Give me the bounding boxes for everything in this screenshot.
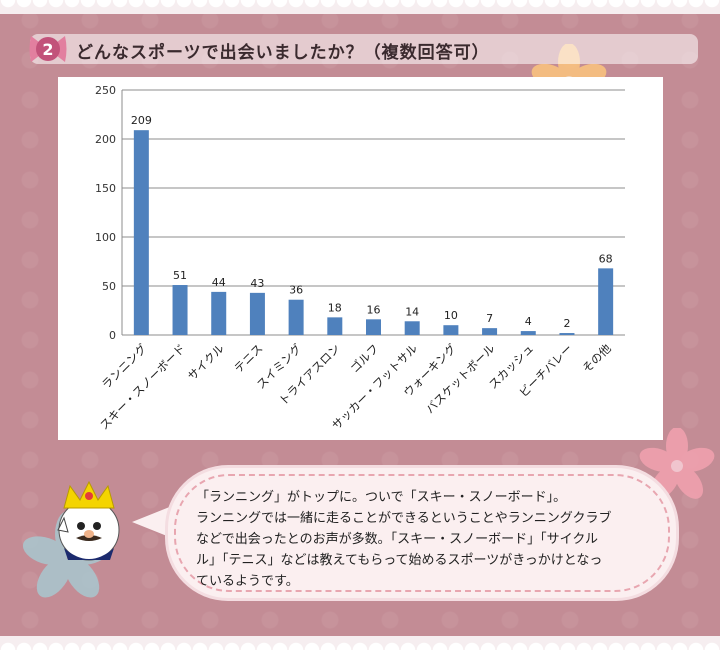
- speech-bubble: [168, 468, 676, 598]
- data-label: 16: [367, 303, 381, 316]
- comment-line: 「ランニング」がトップに。ついで「スキー・スノーボード」。: [196, 490, 567, 505]
- x-tick-label: バスケットボール: [423, 341, 498, 416]
- x-tick-label: ゴルフ: [347, 341, 381, 375]
- y-tick-label: 150: [95, 182, 116, 195]
- data-label: 18: [328, 301, 342, 314]
- data-label: 4: [525, 315, 532, 328]
- bar: [598, 268, 614, 335]
- data-label: 14: [405, 305, 419, 318]
- bar: [443, 325, 459, 335]
- section-header: [30, 34, 698, 64]
- x-tick-label: テニス: [231, 341, 265, 375]
- bar: [366, 319, 381, 335]
- page-title: どんなスポーツで出会いましたか？（複数回答可）: [76, 43, 490, 63]
- bar: [520, 331, 536, 335]
- lace-bottom-border: [0, 636, 720, 650]
- y-tick-label: 200: [95, 133, 116, 146]
- bar: [211, 291, 227, 335]
- comment-line: ル」「テニス」などは教えてもらって始めるスポーツがきっかけとなっ: [196, 553, 603, 568]
- data-label: 209: [131, 114, 152, 127]
- y-tick-label: 250: [95, 84, 116, 97]
- data-label: 36: [289, 284, 303, 297]
- data-label: 44: [212, 276, 226, 289]
- bar: [404, 321, 420, 335]
- data-label: 10: [444, 309, 458, 322]
- data-label: 2: [563, 317, 570, 330]
- x-tick-label: サイクル: [185, 341, 227, 383]
- speech-bubble-tail: [132, 506, 172, 538]
- bar: [288, 299, 304, 335]
- bar: [482, 328, 498, 335]
- comment-line: などで出会ったとのお声が多数。「スキー・スノーボード」「サイクル: [196, 532, 598, 547]
- data-label: 68: [599, 252, 613, 265]
- bar: [327, 317, 343, 335]
- bar: [172, 285, 188, 335]
- bar: [559, 333, 575, 335]
- data-label: 43: [250, 277, 264, 290]
- x-tick-label: その他: [579, 341, 614, 376]
- bar-chart: 0 50 100 150 200 250 209 ランニング 51 スキー・スノーボード 44 サイク…: [58, 77, 663, 440]
- section-number: 2: [42, 40, 53, 59]
- y-tick-label: 100: [95, 231, 116, 244]
- ribbon-number-badge: 2: [29, 36, 67, 62]
- bar: [249, 292, 265, 335]
- comment-text: 「ランニング」がトップに。ついで「スキー・スノーボード」。 ランニングでは一緒に…: [196, 487, 656, 592]
- y-tick-label: 0: [109, 329, 116, 342]
- lace-top-border: [0, 0, 720, 14]
- bar: [133, 130, 149, 335]
- comment-line: ランニングでは一緒に走ることができるということやランニングクラブ: [196, 511, 612, 526]
- comment-line: ているようです。: [196, 574, 299, 589]
- data-label: 51: [173, 269, 187, 282]
- pink-flower-icon: [639, 428, 715, 499]
- y-tick-label: 50: [102, 280, 116, 293]
- bar-chart-svg: 050100150200250209ランニング51スキー・スノーボード44サイク…: [95, 84, 625, 432]
- data-label: 7: [486, 312, 493, 325]
- king-mascot-icon: [57, 480, 120, 561]
